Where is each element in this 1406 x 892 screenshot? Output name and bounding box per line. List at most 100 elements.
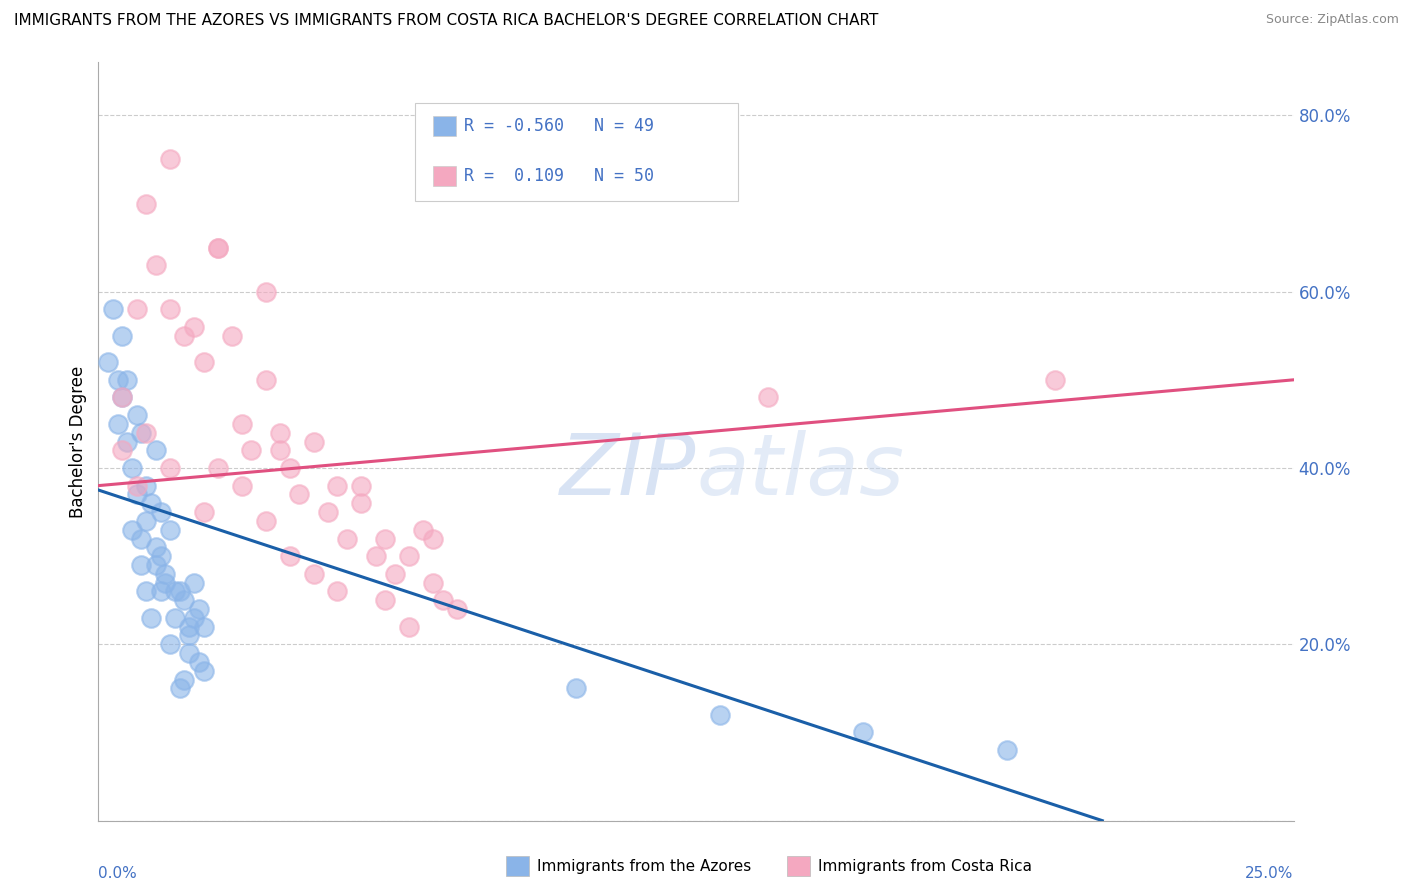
Point — [173, 593, 195, 607]
Point — [145, 258, 167, 272]
Point — [139, 496, 162, 510]
Point — [221, 328, 243, 343]
Point — [135, 478, 157, 492]
Point — [446, 602, 468, 616]
Text: 25.0%: 25.0% — [1246, 866, 1294, 881]
Point — [121, 461, 143, 475]
Point — [107, 373, 129, 387]
Point — [326, 478, 349, 492]
Point — [316, 505, 339, 519]
Point — [155, 575, 177, 590]
Point — [231, 478, 253, 492]
Point — [125, 302, 148, 317]
Point — [187, 655, 209, 669]
Point — [125, 478, 148, 492]
Point — [187, 602, 209, 616]
Point — [169, 584, 191, 599]
Point — [135, 425, 157, 440]
Point — [97, 355, 120, 369]
Point — [131, 558, 153, 572]
Point — [145, 443, 167, 458]
Point — [240, 443, 263, 458]
Y-axis label: Bachelor's Degree: Bachelor's Degree — [69, 366, 87, 517]
Point — [231, 417, 253, 431]
Point — [159, 153, 181, 167]
Point — [107, 417, 129, 431]
Point — [131, 532, 153, 546]
Point — [412, 523, 434, 537]
Point — [288, 487, 311, 501]
Point — [125, 408, 148, 422]
Point — [159, 302, 181, 317]
Point — [149, 549, 172, 563]
Point — [269, 425, 291, 440]
Point — [207, 241, 229, 255]
Point — [135, 514, 157, 528]
Point — [1043, 373, 1066, 387]
Point — [163, 584, 186, 599]
Point — [302, 566, 325, 581]
Point — [756, 391, 779, 405]
Point — [173, 328, 195, 343]
Point — [193, 664, 215, 678]
Point — [169, 681, 191, 696]
Point — [145, 558, 167, 572]
Point — [398, 549, 420, 563]
Point — [115, 373, 138, 387]
Point — [183, 611, 205, 625]
Point — [207, 241, 229, 255]
Point — [565, 681, 588, 696]
Point — [125, 487, 148, 501]
Point — [145, 541, 167, 555]
Point — [139, 611, 162, 625]
Point — [207, 461, 229, 475]
Point — [336, 532, 359, 546]
Point — [163, 611, 186, 625]
Point — [179, 620, 201, 634]
Point — [193, 355, 215, 369]
Text: 0.0%: 0.0% — [98, 866, 138, 881]
Point — [254, 373, 277, 387]
Point — [121, 523, 143, 537]
Point — [111, 443, 134, 458]
Point — [995, 743, 1018, 757]
Point — [278, 461, 301, 475]
Point — [193, 505, 215, 519]
Text: ZIP: ZIP — [560, 430, 696, 514]
Text: R =  0.109   N = 50: R = 0.109 N = 50 — [464, 167, 654, 185]
Point — [374, 593, 396, 607]
Point — [135, 196, 157, 211]
Point — [364, 549, 387, 563]
Point — [159, 523, 181, 537]
Text: Source: ZipAtlas.com: Source: ZipAtlas.com — [1265, 13, 1399, 27]
Point — [422, 575, 444, 590]
Text: IMMIGRANTS FROM THE AZORES VS IMMIGRANTS FROM COSTA RICA BACHELOR'S DEGREE CORRE: IMMIGRANTS FROM THE AZORES VS IMMIGRANTS… — [14, 13, 879, 29]
Text: Immigrants from the Azores: Immigrants from the Azores — [537, 859, 751, 873]
Point — [155, 566, 177, 581]
Point — [111, 391, 134, 405]
Point — [254, 514, 277, 528]
Point — [111, 328, 134, 343]
Point — [398, 620, 420, 634]
Point — [350, 496, 373, 510]
Point — [183, 320, 205, 334]
Point — [254, 285, 277, 299]
Point — [193, 620, 215, 634]
Point — [709, 707, 731, 722]
Text: R = -0.560   N = 49: R = -0.560 N = 49 — [464, 117, 654, 135]
Point — [302, 434, 325, 449]
Point — [269, 443, 291, 458]
Text: Immigrants from Costa Rica: Immigrants from Costa Rica — [818, 859, 1032, 873]
Point — [350, 478, 373, 492]
Point — [852, 725, 875, 739]
Point — [179, 628, 201, 642]
Point — [101, 302, 124, 317]
Point — [384, 566, 406, 581]
Point — [115, 434, 138, 449]
Point — [111, 391, 134, 405]
Point — [159, 461, 181, 475]
Point — [149, 505, 172, 519]
Point — [179, 646, 201, 660]
Text: atlas: atlas — [696, 430, 904, 514]
Point — [183, 575, 205, 590]
